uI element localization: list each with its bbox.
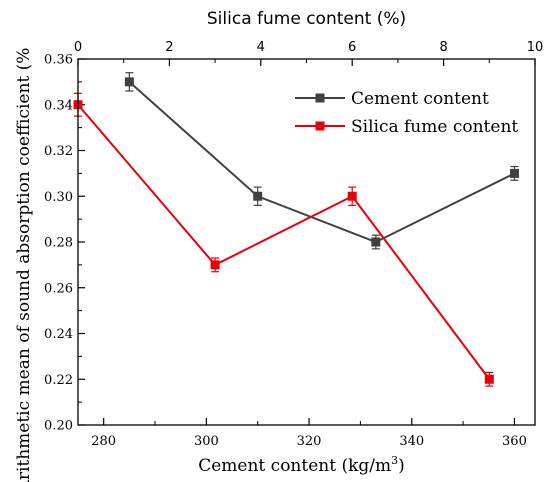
legend-item-silica-fume: Silica fume content xyxy=(295,117,518,137)
series-line-cement xyxy=(128,81,515,244)
x2-tick-label-8: 8 xyxy=(439,40,447,55)
y-tick-label-0.22: 0.22 xyxy=(44,373,73,388)
x-tick-label-280: 280 xyxy=(91,434,116,449)
x-tick-label-300: 300 xyxy=(194,434,219,449)
left-axis-title: Arithmetic mean of sound absorption coef… xyxy=(14,48,34,482)
legend-item-cement: Cement content xyxy=(295,89,489,109)
y-tick-label-0.20: 0.20 xyxy=(44,419,73,434)
top-axis-title: Silica fume content (%) xyxy=(207,9,406,29)
y-tick-label-0.32: 0.32 xyxy=(44,144,73,159)
bottom-axis-title-main: Cement content (kg/m xyxy=(198,456,391,476)
y-tick-label-0.34: 0.34 xyxy=(44,98,73,113)
tick-marks xyxy=(77,58,536,426)
series-layer xyxy=(73,72,519,387)
x2-tick-label-10: 10 xyxy=(527,40,544,55)
data-point-cement xyxy=(509,168,519,178)
legend: Cement content Silica fume content xyxy=(295,89,518,137)
data-point-silica-fume xyxy=(484,374,494,384)
x2-tick-label-4: 4 xyxy=(257,40,265,55)
data-point-silica-fume xyxy=(347,191,357,201)
legend-marker-cement xyxy=(315,93,325,103)
y-tick-label-0.28: 0.28 xyxy=(44,236,73,251)
y-tick-label-0.24: 0.24 xyxy=(44,327,73,342)
data-point-cement xyxy=(253,191,263,201)
series-line-silica-fume xyxy=(77,104,491,380)
bottom-axis-title-superscript: 3 xyxy=(391,454,398,467)
plot-frame xyxy=(77,58,536,426)
x-tick-label-320: 320 xyxy=(297,434,322,449)
tick-labels: 280 300 320 340 360 0 2 4 6 8 10 0.20 0.22 0.24 0.26 0.… xyxy=(44,40,543,449)
y-tick-label-0.36: 0.36 xyxy=(44,53,73,68)
data-point-silica-fume xyxy=(210,260,220,270)
x-tick-label-360: 360 xyxy=(502,434,527,449)
bottom-axis-title: Cement content (kg/m3) xyxy=(198,454,405,476)
x2-tick-label-0: 0 xyxy=(74,40,82,55)
data-point-cement xyxy=(371,237,381,247)
data-point-cement xyxy=(124,77,134,87)
x-tick-label-340: 340 xyxy=(399,434,424,449)
legend-marker-silica-fume xyxy=(315,121,325,131)
x2-tick-label-6: 6 xyxy=(348,40,356,55)
bottom-axis-title-end: ) xyxy=(398,456,405,476)
legend-label-cement: Cement content xyxy=(351,89,489,109)
y-tick-label-0.26: 0.26 xyxy=(44,281,73,296)
x2-tick-label-2: 2 xyxy=(165,40,173,55)
y-tick-label-0.30: 0.30 xyxy=(44,190,73,205)
legend-label-silica-fume: Silica fume content xyxy=(351,117,518,137)
